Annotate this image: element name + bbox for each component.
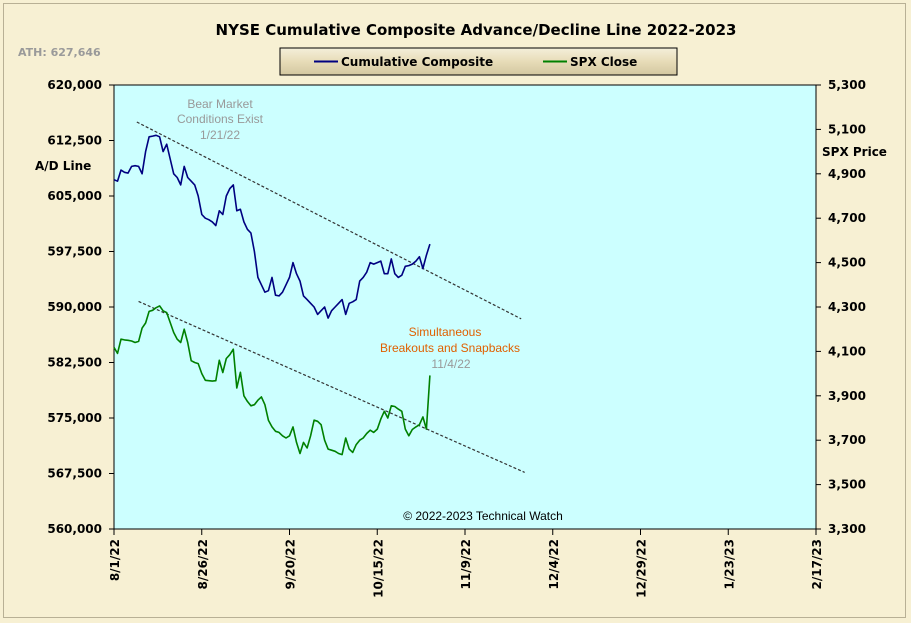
right-tick-label: 3,500: [828, 478, 866, 492]
x-tick-label: 8/26/22: [196, 539, 210, 590]
annotation-bear-line-2: Conditions Exist: [177, 112, 264, 126]
right-axis: 3,300 3,500 3,700 3,900 4,100 4,300 4,500 4,700…: [816, 78, 866, 536]
legend-item-spx: SPX Close: [543, 55, 637, 69]
legend: Cumulative Composite SPX Close: [279, 47, 678, 76]
left-axis: 560,000 567,500 575,000 582,500 590,000 597,5…: [47, 78, 114, 536]
trendline-ad: [136, 121, 522, 320]
left-tick-label: 567,500: [47, 467, 102, 481]
legend-item-ad-line: Cumulative Composite: [314, 55, 493, 69]
left-tick-label: 620,000: [47, 78, 102, 92]
x-tick-label: 9/20/22: [284, 539, 298, 590]
right-tick-label: 4,900: [828, 167, 866, 181]
trendline-spx: [138, 300, 525, 473]
legend-label-spx: SPX Close: [570, 55, 637, 69]
copyright-text: © 2022-2023 Technical Watch: [403, 509, 563, 523]
left-tick-label: 582,500: [47, 356, 102, 370]
left-axis-label: A/D Line: [35, 159, 91, 173]
x-tick-label: 11/9/22: [459, 539, 473, 590]
right-tick-label: 4,300: [828, 300, 866, 314]
series-line-ad: [113, 134, 431, 319]
chart-title: NYSE Cumulative Composite Advance/Declin…: [216, 21, 737, 39]
left-tick-label: 597,500: [47, 245, 102, 259]
series-line-spx: [113, 305, 431, 456]
plot-area: [113, 84, 817, 530]
right-tick-label: 5,300: [828, 78, 866, 92]
annotation-breakout-line-2: Breakouts and Snapbacks: [380, 341, 520, 355]
right-tick-label: 3,300: [828, 522, 866, 536]
annotation-breakout-line-1: Simultaneous: [409, 325, 482, 339]
annotation-bear-line-3: 1/21/22: [200, 128, 240, 142]
annotation-bear-market: Bear Market Conditions Exist 1/21/22: [177, 97, 264, 142]
right-tick-label: 4,100: [828, 344, 866, 358]
left-tick-label: 612,500: [47, 134, 102, 148]
series-lines: [113, 134, 431, 456]
ath-label: ATH: 627,646: [18, 46, 101, 59]
legend-label-ad-line: Cumulative Composite: [341, 55, 493, 69]
annotation-bear-line-1: Bear Market: [187, 97, 253, 111]
right-tick-label: 3,900: [828, 389, 866, 403]
annotation-breakout-line-3: 11/4/22: [431, 357, 470, 371]
right-tick-label: 5,100: [828, 122, 866, 136]
left-tick-label: 605,000: [47, 189, 102, 203]
x-tick-label: 2/17/23: [810, 539, 824, 590]
trendlines: [136, 121, 525, 473]
x-tick-label: 8/1/22: [108, 539, 122, 581]
x-tick-label: 1/23/23: [722, 539, 736, 590]
x-axis: 8/1/22 8/26/22 9/20/22 10/15/22 11/9/22 12/4/…: [108, 529, 824, 598]
annotation-breakouts: Simultaneous Breakouts and Snapbacks 11/…: [380, 325, 520, 371]
left-tick-label: 575,000: [47, 411, 102, 425]
right-tick-label: 3,700: [828, 433, 866, 447]
x-tick-label: 10/15/22: [371, 539, 385, 598]
right-tick-label: 4,700: [828, 211, 866, 225]
x-tick-label: 12/29/22: [635, 539, 649, 598]
right-axis-label: SPX Price: [822, 145, 887, 159]
left-tick-label: 560,000: [47, 522, 102, 536]
left-tick-label: 590,000: [47, 300, 102, 314]
right-tick-label: 4,500: [828, 256, 866, 270]
x-tick-label: 12/4/22: [547, 539, 561, 590]
